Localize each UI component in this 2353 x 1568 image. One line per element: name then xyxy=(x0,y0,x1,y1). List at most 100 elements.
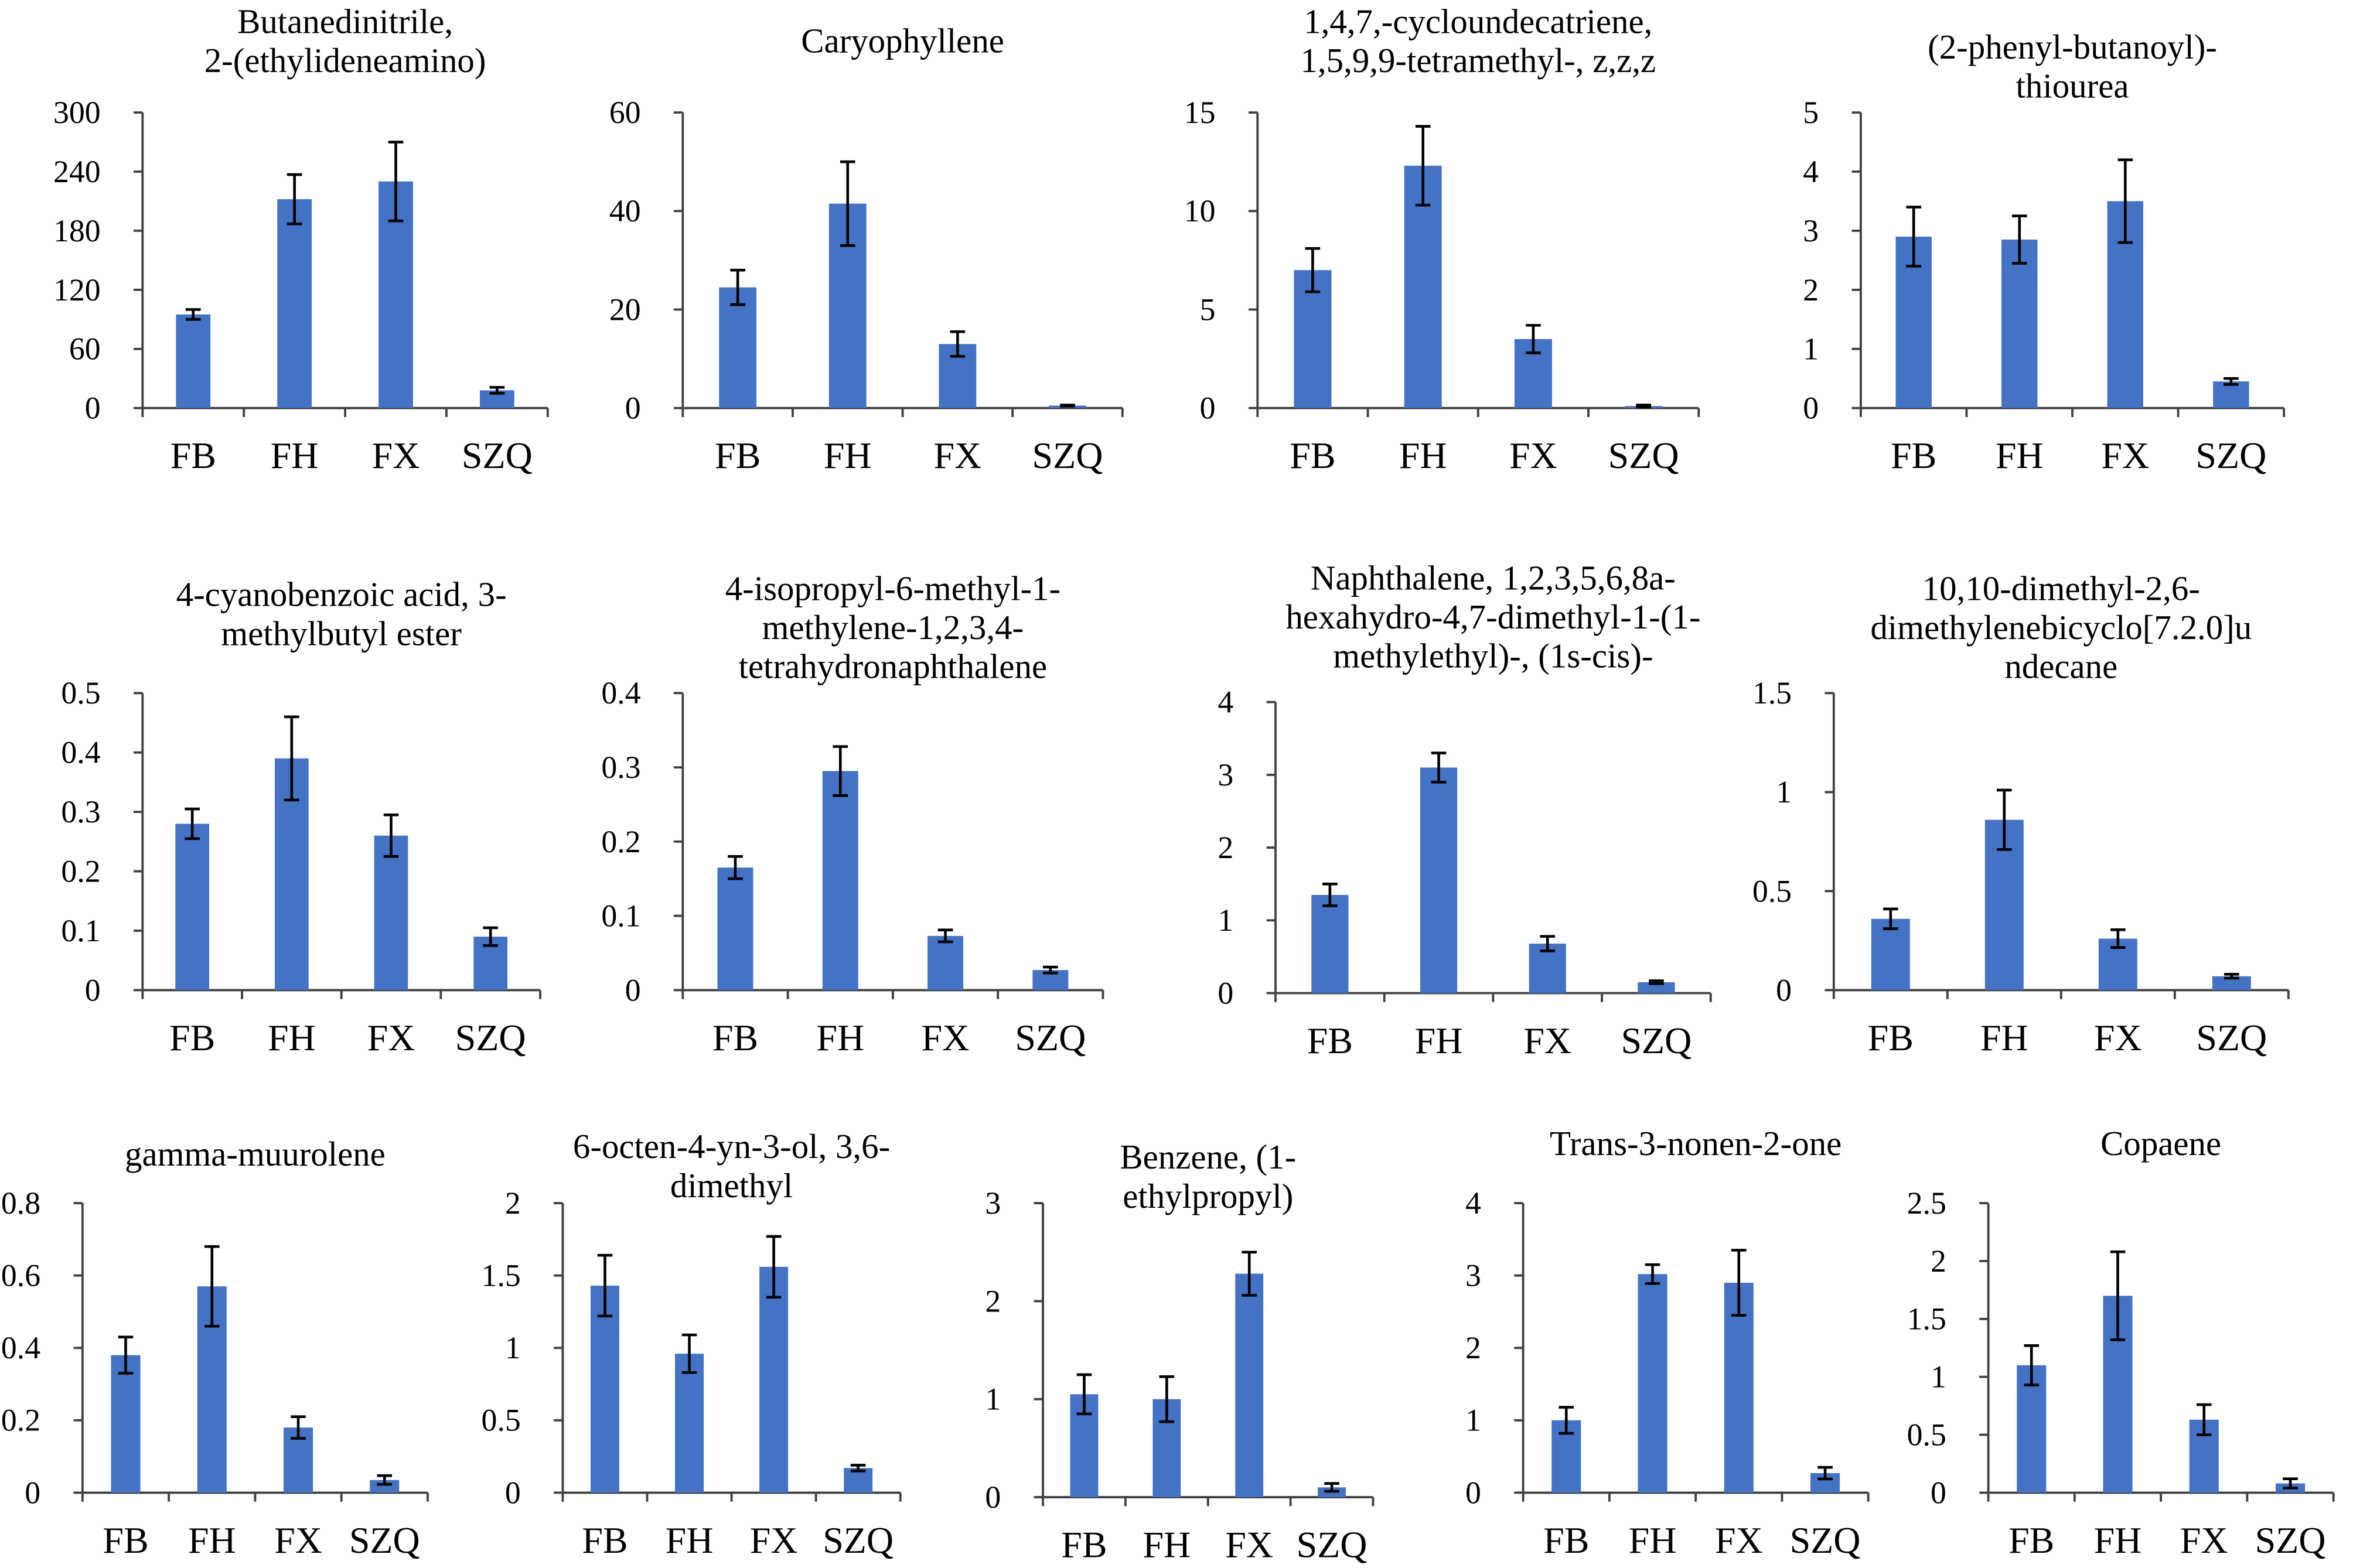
chart-2: Caryophyllene 0 20 40 60 FB FH FX SZQ xyxy=(609,22,1124,476)
y-tick-label: 1.5 xyxy=(1907,1301,1946,1337)
y-tick-label: 0 xyxy=(985,1480,1001,1515)
x-tick-label: FB xyxy=(1307,1020,1353,1061)
chart-title-line: dimethylenebicyclo[7.2.0]u xyxy=(1870,609,2252,647)
x-tick-label: FX xyxy=(274,1519,322,1561)
y-tick-label: 0 xyxy=(25,1475,40,1510)
x-tick-label: SZQ xyxy=(2195,435,2266,476)
chart-title-line: 4-cyanobenzoic acid, 3- xyxy=(176,576,507,614)
x-tick-label: FH xyxy=(1415,1020,1463,1061)
bar-FB xyxy=(1311,894,1349,993)
y-tick-label: 1 xyxy=(505,1330,521,1365)
bar-FH xyxy=(822,771,858,990)
x-tick-label: FH xyxy=(824,435,872,476)
x-tick-label: SZQ xyxy=(823,1519,894,1561)
chart-title-line: 10,10-dimethyl-2,6- xyxy=(1922,569,2200,607)
bar-FX xyxy=(374,835,408,990)
x-tick-label: FH xyxy=(1996,435,2044,476)
y-tick-label: 0.4 xyxy=(601,675,640,710)
x-tick-label: FH xyxy=(271,435,319,476)
y-tick-label: 0.1 xyxy=(61,913,100,948)
y-tick-label: 0.2 xyxy=(601,824,640,859)
chart-title-line: 6-octen-4-yn-3-ol, 3,6- xyxy=(573,1128,890,1166)
y-tick-label: 3 xyxy=(1803,213,1819,248)
y-tick-label: 40 xyxy=(609,193,641,228)
bar-FH xyxy=(2001,240,2038,408)
chart-9: gamma-muurolene 0 0.2 0.4 0.6 0.8 FB FH FX SZQ xyxy=(1,1135,429,1561)
bar-FB xyxy=(719,287,757,408)
chart-7: Naphthalene, 1,2,3,5,6,8a-hexahydro-4,7-… xyxy=(1218,559,1712,1061)
x-tick-label: FB xyxy=(582,1519,628,1561)
y-tick-label: 1.5 xyxy=(482,1258,521,1293)
x-tick-label: SZQ xyxy=(349,1519,420,1561)
x-tick-label: SZQ xyxy=(1621,1020,1692,1061)
chart-6: 4-isopropyl-6-methyl-1-methylene-1,2,3,4… xyxy=(601,569,1104,1058)
chart-5: 4-cyanobenzoic acid, 3-methylbutyl ester… xyxy=(61,576,541,1058)
x-tick-label: SZQ xyxy=(2255,1519,2326,1561)
chart-title-line: Caryophyllene xyxy=(801,22,1004,60)
y-tick-label: 2 xyxy=(505,1186,521,1221)
x-tick-label: FB xyxy=(712,1017,758,1058)
y-tick-label: 0.4 xyxy=(1,1330,40,1365)
x-tick-label: FH xyxy=(666,1519,714,1561)
y-tick-label: 0 xyxy=(1200,391,1216,426)
y-tick-label: 5 xyxy=(1200,292,1216,327)
x-tick-label: FH xyxy=(1399,435,1447,476)
chart-title-line: methylethyl)-, (1s-cis)- xyxy=(1333,637,1653,675)
x-tick-label: FH xyxy=(188,1519,236,1561)
x-tick-label: FB xyxy=(1543,1519,1589,1561)
chart-3: 1,4,7,-cycloundecatriene,1,5,9,9-tetrame… xyxy=(1184,2,1700,476)
y-tick-label: 0 xyxy=(505,1475,521,1510)
x-tick-label: FX xyxy=(922,1017,970,1058)
x-tick-label: FH xyxy=(268,1017,316,1058)
x-tick-label: SZQ xyxy=(1015,1017,1086,1058)
chart-title-line: Trans-3-nonen-2-one xyxy=(1550,1125,1842,1163)
chart-title-line: 2-(ethylideneamino) xyxy=(204,42,486,80)
chart-title-line: methylbutyl ester xyxy=(221,614,462,653)
chart-title-line: methylene-1,2,3,4- xyxy=(762,609,1024,647)
y-tick-label: 0.5 xyxy=(1907,1417,1946,1452)
y-tick-label: 60 xyxy=(609,95,641,130)
x-tick-label: SZQ xyxy=(1608,435,1679,476)
x-tick-label: SZQ xyxy=(1790,1519,1861,1561)
y-tick-label: 1 xyxy=(1931,1359,1946,1395)
x-tick-label: FH xyxy=(1143,1524,1191,1566)
x-tick-label: FX xyxy=(2101,435,2149,476)
chart-12: Trans-3-nonen-2-one 0 1 2 3 4 FB FH FX SZQ xyxy=(1465,1125,1870,1561)
bar-FH xyxy=(1638,1274,1667,1493)
bar-FB xyxy=(111,1355,141,1493)
chart-title-line: Copaene xyxy=(2100,1125,2221,1163)
chart-title-line: 1,4,7,-cycloundecatriene, xyxy=(1304,2,1652,40)
bar-FX xyxy=(1724,1283,1754,1493)
bar-FX xyxy=(1235,1273,1264,1498)
chart-title-line: hexahydro-4,7-dimethyl-1-(1- xyxy=(1285,598,1700,636)
x-tick-label: FX xyxy=(1523,1020,1571,1061)
bar-FB xyxy=(176,314,211,408)
y-tick-label: 0 xyxy=(1465,1475,1481,1510)
y-tick-label: 240 xyxy=(53,154,101,189)
chart-8: 10,10-dimethyl-2,6-dimethylenebicyclo[7.… xyxy=(1752,569,2290,1058)
x-tick-label: FB xyxy=(1891,435,1936,476)
x-tick-label: FX xyxy=(2180,1519,2228,1561)
chart-title-line: Butanedinitrile, xyxy=(237,2,453,40)
y-tick-label: 0.1 xyxy=(601,899,640,934)
bar-FX xyxy=(759,1266,789,1493)
chart-11: Benzene, (1-ethylpropyl) 0 1 2 3 FB FH FX SZQ xyxy=(985,1138,1375,1566)
y-tick-label: 1.5 xyxy=(1752,675,1792,710)
y-tick-label: 0 xyxy=(1931,1475,1946,1510)
chart-title-line: tetrahydronaphthalene xyxy=(739,648,1048,686)
chart-title-line: thiourea xyxy=(2016,67,2129,105)
x-tick-label: FB xyxy=(170,435,216,476)
y-tick-label: 0 xyxy=(85,972,101,1007)
bar-FB xyxy=(2017,1365,2047,1493)
y-tick-label: 0.3 xyxy=(61,794,100,829)
bar-FB xyxy=(175,824,209,990)
y-tick-label: 3 xyxy=(1218,757,1233,792)
y-tick-label: 2 xyxy=(1931,1244,1946,1279)
bar-FB xyxy=(717,867,753,990)
y-tick-label: 0.2 xyxy=(1,1403,40,1438)
y-tick-label: 0 xyxy=(1218,975,1233,1010)
y-tick-label: 0.5 xyxy=(61,675,100,710)
bar-FB xyxy=(590,1285,619,1493)
y-tick-label: 2.5 xyxy=(1907,1186,1946,1221)
x-tick-label: FB xyxy=(1061,1524,1107,1566)
